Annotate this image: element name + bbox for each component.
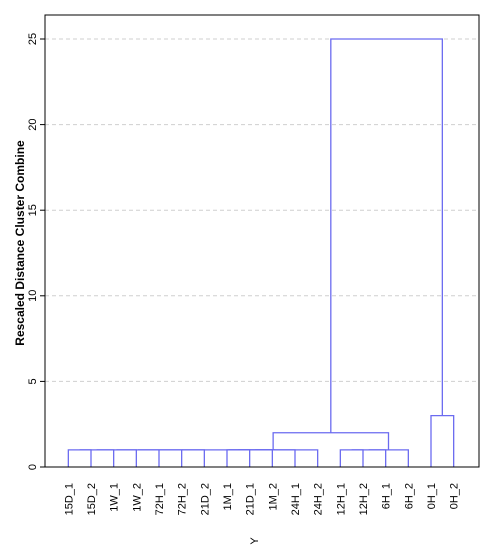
leaf-labels: 15D_1 15D_2 1W_1 1W_2 72H_1 72H_2 21D_2 1M_1 21D… bbox=[63, 483, 460, 515]
y-tick-label: 10 bbox=[27, 290, 39, 302]
cluster-link bbox=[116, 449, 160, 467]
leaf-label: 1W_1 bbox=[109, 483, 121, 512]
leaf-label: 12H_2 bbox=[358, 483, 370, 515]
cluster-link bbox=[226, 449, 251, 467]
cluster-links bbox=[67, 38, 455, 467]
leaf-label: 24H_1 bbox=[290, 483, 302, 515]
leaf-label: 6H_1 bbox=[381, 483, 393, 509]
cluster-link bbox=[368, 449, 409, 467]
leaf-label: 0H_1 bbox=[426, 483, 438, 509]
leaf-label: 1M_2 bbox=[267, 483, 279, 511]
cluster-link bbox=[255, 449, 296, 467]
leaf-label: 6H_2 bbox=[403, 483, 415, 509]
cluster-link bbox=[430, 414, 455, 467]
cluster-link bbox=[272, 432, 390, 450]
cluster-link bbox=[96, 449, 137, 467]
y-axis: 0 5 10 15 20 25 bbox=[27, 33, 45, 470]
cluster-link bbox=[79, 449, 115, 467]
y-tick-label: 15 bbox=[27, 204, 39, 216]
leaf-label: 24H_2 bbox=[313, 483, 325, 515]
plot-frame bbox=[44, 14, 480, 468]
leaf-label: 15D_1 bbox=[63, 483, 75, 515]
leaf-label: 15D_2 bbox=[86, 483, 98, 515]
cluster-link bbox=[238, 449, 273, 467]
y-tick-label: 0 bbox=[27, 464, 39, 470]
leaf-label: 72H_1 bbox=[154, 483, 166, 515]
leaf-label: 12H_1 bbox=[335, 483, 347, 515]
leaf-label: 21D_1 bbox=[245, 483, 257, 515]
x-axis-title: Y bbox=[249, 537, 261, 545]
y-tick-label: 20 bbox=[27, 118, 39, 130]
cluster-link bbox=[228, 449, 319, 467]
cluster-link bbox=[137, 449, 183, 467]
cluster-link bbox=[339, 449, 364, 467]
y-tick-label: 5 bbox=[27, 378, 39, 384]
leaf-label: 1M_1 bbox=[222, 483, 234, 511]
leaf-label: 72H_2 bbox=[177, 483, 189, 515]
leaf-label: 0H_2 bbox=[449, 483, 461, 509]
y-tick-label: 25 bbox=[27, 33, 39, 45]
cluster-link bbox=[351, 449, 387, 467]
leaf-label: 21D_2 bbox=[199, 483, 211, 515]
cluster-link bbox=[67, 449, 92, 467]
leaf-label: 1W_2 bbox=[131, 483, 143, 512]
grid-layer bbox=[45, 38, 479, 382]
cluster-link bbox=[330, 38, 443, 433]
y-axis-title: Rescaled Distance Cluster Combine bbox=[13, 140, 27, 346]
